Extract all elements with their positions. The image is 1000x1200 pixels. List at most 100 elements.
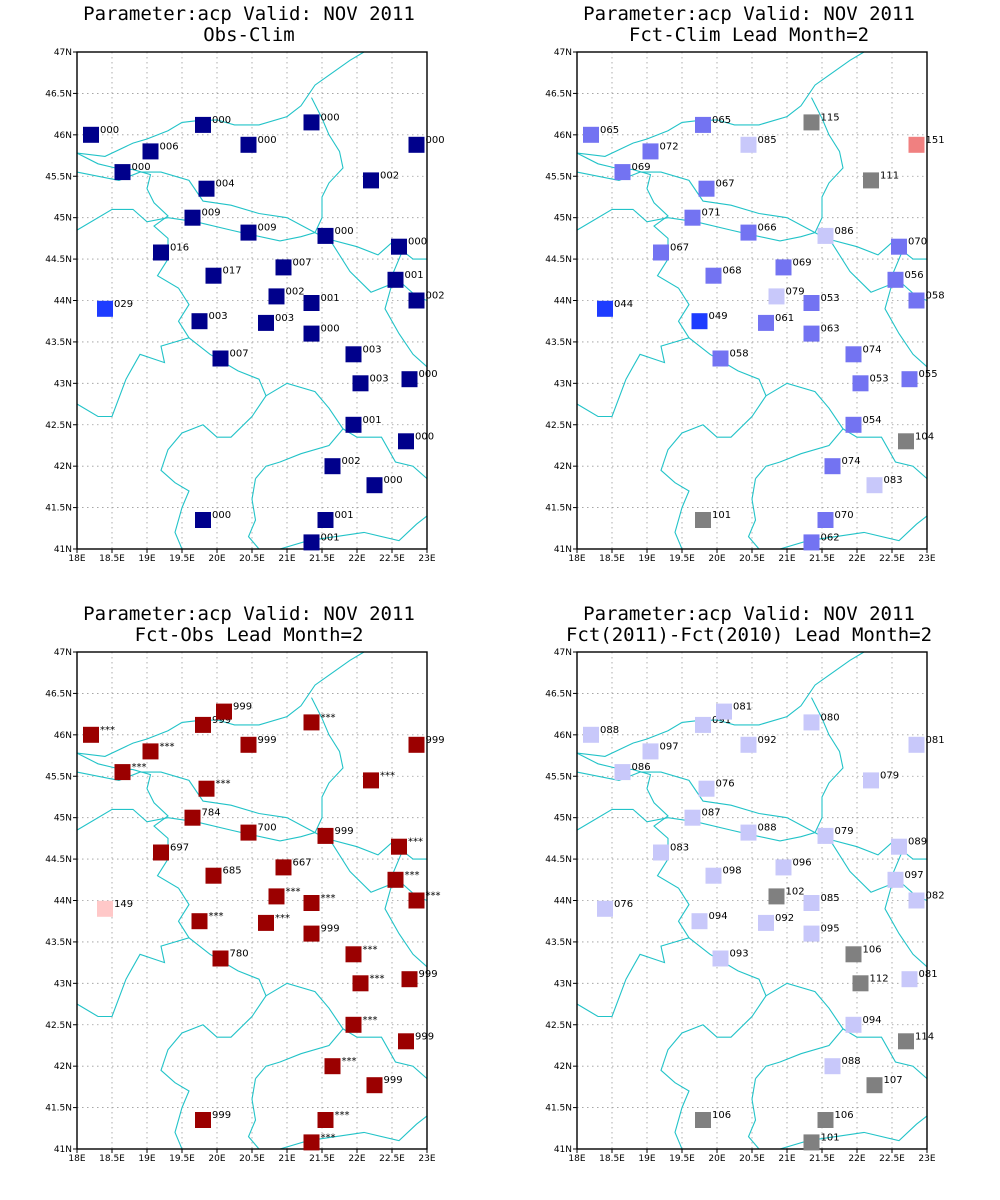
lon-tick-label: 22E [848, 554, 865, 564]
station-marker [775, 859, 792, 876]
station-marker [398, 433, 414, 450]
coastline [576, 752, 690, 1018]
station-marker [740, 224, 757, 241]
lon-tick-label: 19.5E [169, 554, 195, 564]
station-value-label: 080 [821, 712, 840, 723]
station-value-label: 067 [716, 179, 735, 190]
station-value-label: 000 [426, 135, 445, 146]
station-value-label: 065 [712, 115, 731, 126]
lon-tick-label: 18.5E [599, 1154, 625, 1164]
station-value-label: 999 [419, 969, 438, 980]
station-value-label: *** [100, 725, 115, 736]
map-svg: Parameter:acp Valid: NOV 2011 Fct(2011)-… [545, 603, 944, 1164]
station-value-label: 006 [160, 141, 179, 152]
station-value-label: 076 [614, 899, 633, 910]
lat-tick-label: 44.5N [545, 255, 572, 265]
lon-tick-label: 23E [418, 1154, 435, 1164]
station-value-label: 001 [405, 270, 424, 281]
station-value-label: 068 [723, 266, 742, 277]
station-marker [345, 346, 362, 363]
station-marker [698, 180, 715, 197]
station-marker [205, 867, 222, 884]
station-value-label: 070 [908, 237, 927, 248]
coastline [884, 283, 928, 368]
station-value-label: 667 [293, 857, 312, 868]
station-marker [845, 346, 862, 363]
station-marker [583, 126, 599, 143]
station-marker [391, 838, 407, 855]
station-marker [716, 703, 732, 720]
lon-tick-label: 18E [68, 1154, 85, 1164]
station-value-label: 083 [884, 475, 903, 486]
lon-tick-label: 21.5E [809, 1154, 835, 1164]
station-marker [817, 227, 834, 244]
coastline [828, 238, 893, 293]
lat-tick-label: 42N [54, 1062, 72, 1072]
station-marker [824, 458, 841, 475]
lat-tick-label: 45.5N [45, 772, 72, 782]
station-value-label: 072 [660, 141, 679, 152]
station-value-label: 079 [786, 286, 805, 297]
coastline [160, 937, 267, 1150]
station-value-label: 079 [880, 770, 899, 781]
lon-tick-label: 21E [278, 1154, 295, 1164]
station-value-label: *** [408, 837, 423, 848]
station-value-label: 094 [863, 1015, 882, 1026]
coastline [76, 51, 365, 157]
station-value-label: 001 [335, 510, 354, 521]
station-value-label: 000 [212, 510, 231, 521]
station-value-label: 000 [415, 431, 434, 442]
coastline [328, 838, 393, 893]
lat-tick-label: 42N [554, 462, 572, 472]
station-marker [695, 1112, 711, 1128]
station-marker [803, 925, 820, 942]
station-value-label: 107 [884, 1075, 903, 1086]
station-value-label: *** [342, 1056, 357, 1067]
station-value-label: 092 [775, 913, 794, 924]
station-value-label: 056 [905, 270, 924, 281]
lon-tick-label: 22.5E [879, 554, 905, 564]
coastline [76, 752, 190, 1018]
lat-tick-label: 43.5N [545, 338, 572, 348]
coastline [828, 838, 893, 893]
coastline [747, 1078, 760, 1150]
station-value-label: *** [335, 1110, 350, 1121]
coastline [311, 97, 344, 233]
station-marker [803, 534, 820, 551]
station-value-label: 784 [202, 808, 221, 819]
station-marker [303, 1134, 320, 1151]
station-value-label: 053 [821, 293, 840, 304]
station-value-label: *** [363, 1015, 378, 1026]
station-value-label: 029 [114, 299, 133, 310]
station-value-label: *** [321, 712, 336, 723]
lon-tick-label: 22E [348, 554, 365, 564]
lat-tick-label: 42.5N [545, 1021, 572, 1031]
station-value-label: 089 [908, 837, 927, 848]
lat-tick-label: 42.5N [45, 1021, 72, 1031]
map-svg: Parameter:acp Valid: NOV 2011 Obs-Clim 1… [45, 3, 445, 564]
station-value-label: 069 [793, 257, 812, 268]
coastline [76, 651, 365, 757]
station-value-label: 002 [342, 456, 361, 467]
station-value-label: 076 [716, 779, 735, 790]
station-value-label: 000 [100, 125, 119, 136]
station-marker [642, 743, 659, 760]
station-value-label: *** [275, 913, 290, 924]
station-marker [398, 1033, 414, 1050]
station-marker [908, 136, 925, 153]
station-marker [852, 975, 869, 992]
coastline [247, 1078, 260, 1150]
station-marker [303, 295, 320, 311]
station-value-label: 098 [723, 866, 742, 877]
station-value-label: 001 [321, 293, 340, 304]
station-marker [866, 1077, 883, 1094]
lon-tick-label: 19.5E [669, 1154, 695, 1164]
station-value-label: 058 [730, 349, 749, 360]
lat-tick-label: 42.5N [45, 421, 72, 431]
lon-tick-label: 19.5E [169, 1154, 195, 1164]
lat-tick-label: 44N [54, 897, 72, 907]
lon-tick-label: 22.5E [379, 554, 405, 564]
station-marker [324, 1058, 341, 1075]
station-marker [303, 325, 320, 342]
panel-subtitle: Fct-Clim Lead Month=2 [629, 24, 869, 46]
